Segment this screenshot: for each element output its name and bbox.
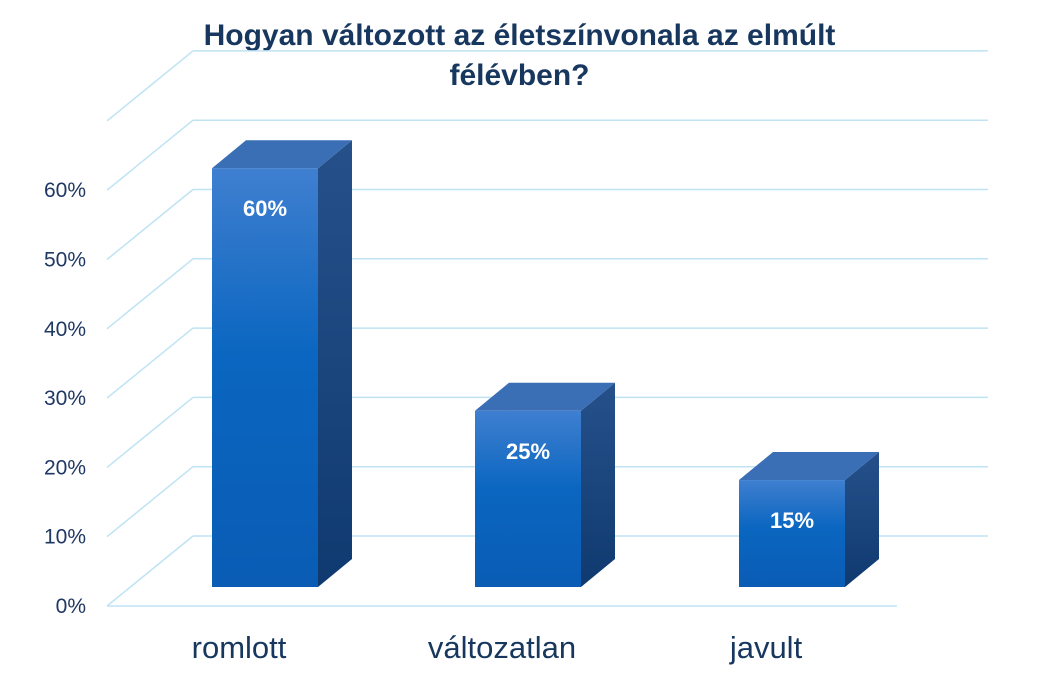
chart-title: Hogyan változott az életszínvonala az el… xyxy=(0,16,1039,96)
gridline-side xyxy=(106,466,194,538)
bar-front xyxy=(212,168,318,587)
y-tick-label: 10% xyxy=(44,526,86,549)
y-tick-label: 50% xyxy=(44,249,86,272)
bar-top xyxy=(475,382,615,411)
chart-title-line-1: Hogyan változott az életszínvonala az el… xyxy=(203,19,836,52)
bar-top xyxy=(739,452,879,481)
gridline-side xyxy=(106,50,194,122)
gridline-side xyxy=(106,327,194,399)
gridline-side xyxy=(106,396,194,468)
gridline-side xyxy=(106,188,194,261)
chart-title-line-2: félévben? xyxy=(449,59,590,92)
bar-front xyxy=(739,480,845,587)
gridline-side xyxy=(106,535,194,607)
gridline-side xyxy=(106,119,194,191)
bar-side xyxy=(845,452,879,587)
data-label: 25% xyxy=(506,439,550,464)
category-label: javult xyxy=(729,630,803,665)
y-tick-label: 40% xyxy=(44,318,86,341)
bar-side xyxy=(581,382,615,587)
bar-romlott: 60% xyxy=(212,140,352,587)
data-label: 15% xyxy=(770,508,814,533)
y-tick-label: 30% xyxy=(44,387,86,410)
gridline-side xyxy=(106,258,194,330)
bar-javult: 15% xyxy=(739,452,879,587)
data-label: 60% xyxy=(243,196,287,221)
bar-top xyxy=(212,140,352,169)
y-tick-label: 60% xyxy=(44,179,86,202)
bars: 60% 25% 15% xyxy=(212,140,879,587)
x-axis-categories: romlott változatlan javult xyxy=(192,630,803,665)
category-label: romlott xyxy=(192,630,287,665)
category-label: változatlan xyxy=(428,630,576,665)
bar-front xyxy=(475,410,581,587)
y-tick-label: 0% xyxy=(56,595,86,618)
y-tick-label: 20% xyxy=(44,456,86,479)
bar-változatlan: 25% xyxy=(475,382,615,587)
bar-side xyxy=(318,140,352,587)
y-axis-ticks: 0% 10% 20% 30% 40% 50% 60% xyxy=(44,179,86,618)
